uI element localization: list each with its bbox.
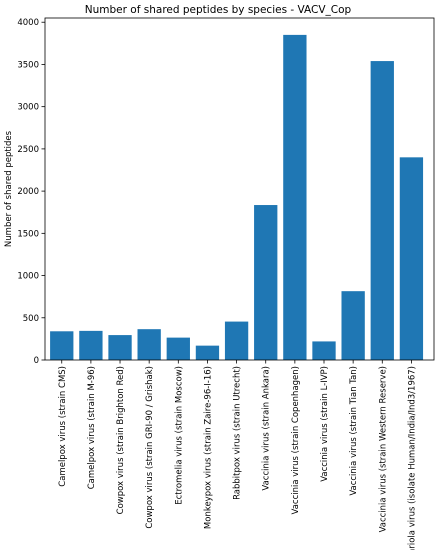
x-axis-ticks: Camelpox virus (strain CMS) Camelpox viru… bbox=[58, 360, 417, 550]
bar bbox=[108, 335, 132, 360]
y-tick-label: 1000 bbox=[17, 272, 39, 282]
x-tick-label: Vaccinia virus (strain L-IVP) bbox=[320, 366, 330, 482]
bar bbox=[50, 331, 74, 360]
x-tick-label: Rabbitpox virus (strain Utrecht) bbox=[233, 366, 243, 500]
bar bbox=[370, 61, 394, 360]
x-tick-label: Variola virus (isolate Human/India/Ind3/… bbox=[407, 366, 417, 550]
bar bbox=[195, 345, 220, 360]
x-tick-label: Ectromelia virus (strain Moscow) bbox=[174, 366, 184, 505]
bar bbox=[283, 34, 307, 360]
x-tick-label: Monkeypox virus (strain Zaire-96-I-16) bbox=[203, 366, 213, 529]
bar bbox=[312, 341, 336, 360]
plot-frame bbox=[44, 17, 435, 361]
y-axis-label: Number of shared peptides bbox=[4, 130, 14, 247]
bar bbox=[224, 321, 249, 360]
x-tick-label: Camelpox virus (strain M-96) bbox=[87, 366, 97, 489]
y-tick-label: 0 bbox=[34, 356, 39, 366]
bar bbox=[137, 329, 161, 360]
x-tick-label: Vaccinia virus (strain Ankara) bbox=[262, 366, 272, 491]
y-tick-label: 2500 bbox=[17, 145, 39, 155]
bar bbox=[399, 157, 424, 360]
x-tick-label: Vaccinia virus (strain Western Reserve) bbox=[378, 366, 388, 532]
x-tick-label: Vaccinia virus (strain Tian Tan) bbox=[349, 366, 359, 496]
y-tick-label: 1500 bbox=[17, 229, 39, 239]
bar bbox=[341, 291, 365, 360]
bar bbox=[166, 337, 190, 360]
x-tick-label: Vaccinia virus (strain Copenhagen) bbox=[291, 366, 301, 514]
bar bbox=[254, 205, 278, 360]
y-tick-label: 3500 bbox=[17, 60, 39, 70]
y-tick-label: 3000 bbox=[17, 103, 39, 113]
bar bbox=[79, 330, 103, 360]
y-tick-label: 4000 bbox=[17, 18, 39, 28]
y-tick-label: 500 bbox=[23, 314, 39, 324]
chart-title: Number of shared peptides by species - V… bbox=[85, 4, 352, 16]
x-tick-label: Camelpox virus (strain CMS) bbox=[58, 366, 68, 487]
y-axis-ticks: 0 500 1000 1500 2000 2500 3000 3500 4000 bbox=[17, 18, 45, 366]
y-tick-label: 2000 bbox=[17, 187, 39, 197]
x-tick-label: Cowpox virus (strain GRI-90 / Grishak) bbox=[145, 366, 155, 529]
bars-group bbox=[50, 34, 424, 360]
x-tick-label: Cowpox virus (strain Brighton Red) bbox=[116, 366, 126, 514]
